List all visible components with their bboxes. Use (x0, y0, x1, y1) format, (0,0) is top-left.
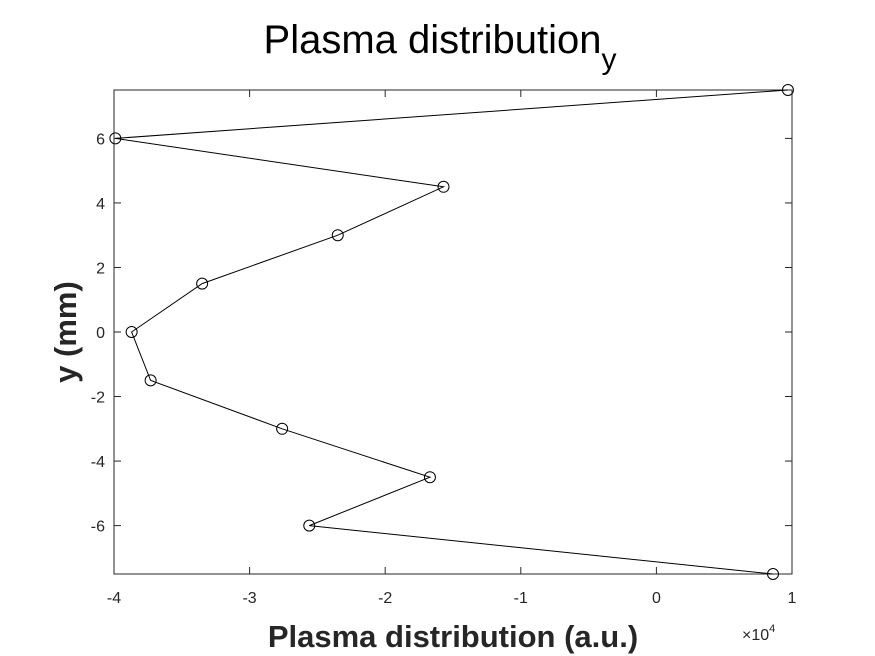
y-tick-label: 6 (96, 131, 105, 148)
y-axis-label: y (mm) (48, 281, 83, 383)
x-tick-label: -1 (514, 590, 528, 607)
chart-title: Plasma distributiony (264, 18, 617, 76)
chart-title-subscript: y (601, 43, 616, 76)
data-point-marker (767, 568, 780, 580)
chart-title-main: Plasma distribution (264, 18, 602, 62)
y-axis-ticks: -6 -4 -2 0 2 4 6 (91, 131, 792, 536)
data-point-marker (276, 422, 289, 435)
data-point-marker (437, 180, 450, 193)
series-markers (109, 84, 794, 580)
data-point-marker (196, 277, 209, 290)
y-tick-label: -6 (91, 519, 105, 536)
y-tick-label: -4 (91, 454, 105, 471)
x-axis-multiplier: ×104 (742, 623, 775, 644)
x-axis-multiplier-base: ×10 (742, 627, 769, 644)
data-point-marker (423, 471, 436, 484)
x-tick-label: -3 (242, 590, 256, 607)
series-line (115, 89, 788, 575)
y-tick-label: -2 (91, 390, 105, 407)
x-tick-label: 0 (652, 590, 661, 607)
data-point-marker (109, 132, 122, 145)
x-axis-multiplier-exponent: 4 (769, 623, 775, 635)
data-point-marker (125, 326, 138, 338)
y-tick-label: 0 (96, 325, 105, 342)
x-axis-ticks: -4 -3 -2 -1 0 1 (107, 90, 797, 607)
x-axis-label: Plasma distribution (a.u.) (268, 619, 638, 654)
y-tick-label: 2 (96, 260, 105, 277)
data-point-marker (331, 229, 344, 242)
data-point-marker (303, 519, 316, 532)
data-point-marker (144, 374, 157, 387)
x-tick-label: -2 (378, 590, 392, 607)
data-point-marker (781, 84, 794, 96)
plot-area-frame (113, 89, 793, 575)
y-tick-label: 4 (96, 196, 105, 213)
x-tick-label: -4 (107, 590, 121, 607)
x-tick-label: 1 (788, 590, 797, 607)
